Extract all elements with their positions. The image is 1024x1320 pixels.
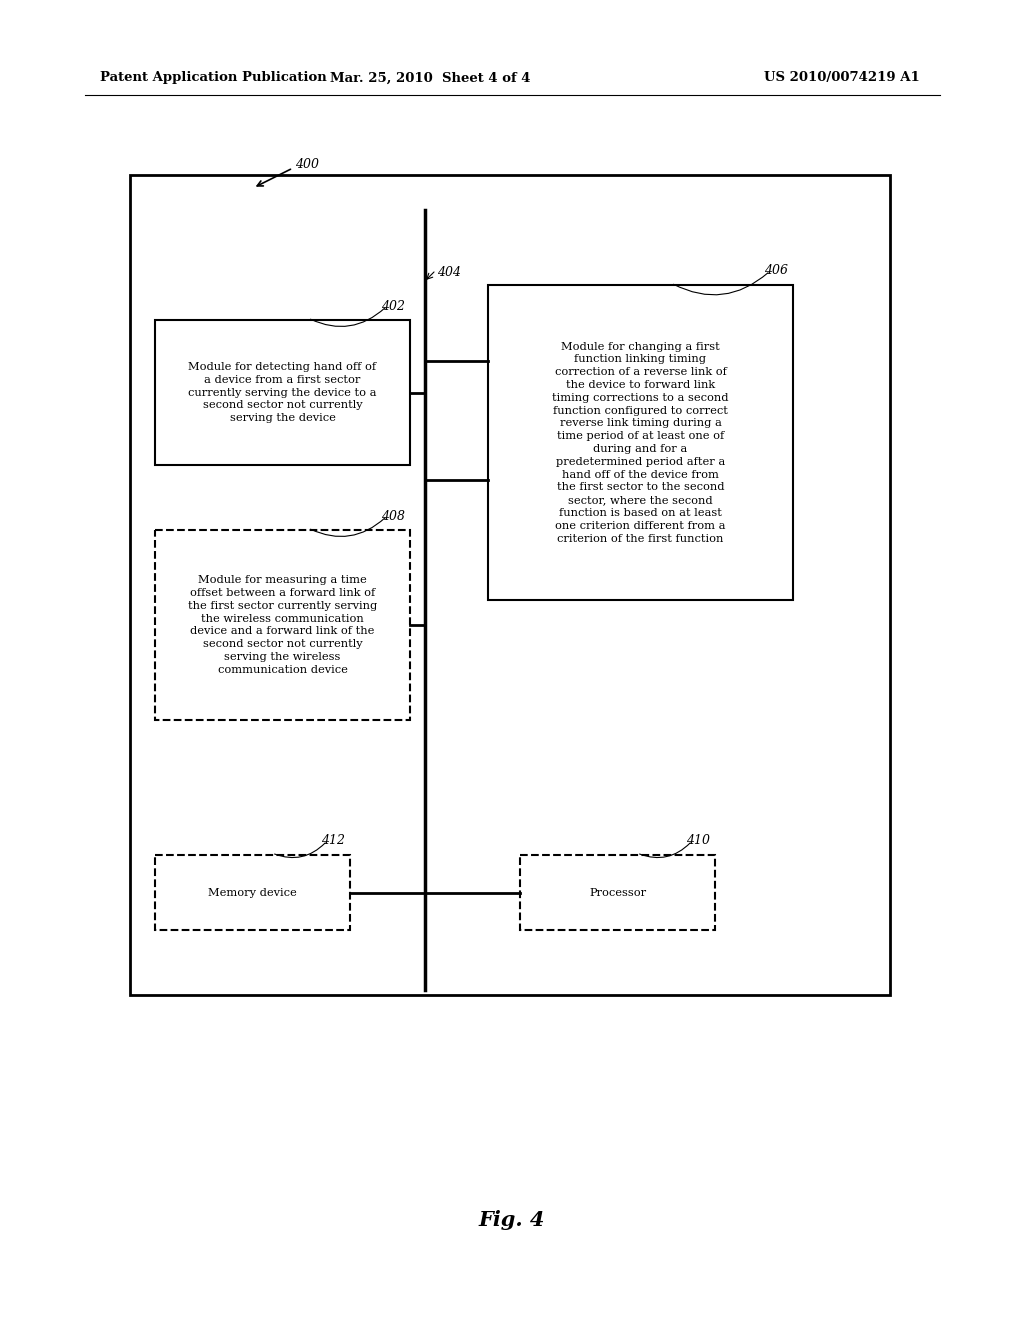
Text: Module for detecting hand off of
a device from a first sector
currently serving : Module for detecting hand off of a devic… (188, 362, 377, 424)
Text: 406: 406 (764, 264, 788, 277)
Bar (155, 319, 410, 465)
Text: Processor: Processor (589, 887, 646, 898)
Text: US 2010/0074219 A1: US 2010/0074219 A1 (764, 71, 920, 84)
Text: Module for changing a first
function linking timing
correction of a reverse link: Module for changing a first function lin… (552, 342, 729, 544)
Text: Module for measuring a time
offset between a forward link of
the first sector cu: Module for measuring a time offset betwe… (187, 576, 377, 675)
Bar (130, 176, 890, 995)
Text: Mar. 25, 2010  Sheet 4 of 4: Mar. 25, 2010 Sheet 4 of 4 (330, 71, 530, 84)
Text: Memory device: Memory device (208, 887, 297, 898)
Text: Patent Application Publication: Patent Application Publication (100, 71, 327, 84)
Bar (520, 855, 715, 931)
Text: 404: 404 (437, 265, 461, 279)
Text: 402: 402 (381, 300, 406, 313)
Text: 412: 412 (321, 834, 345, 847)
Text: 410: 410 (686, 834, 710, 847)
Bar (488, 285, 793, 601)
Bar (155, 531, 410, 719)
Bar (155, 855, 350, 931)
Text: Fig. 4: Fig. 4 (479, 1210, 545, 1230)
Text: 400: 400 (295, 158, 319, 172)
Text: 408: 408 (381, 510, 406, 523)
